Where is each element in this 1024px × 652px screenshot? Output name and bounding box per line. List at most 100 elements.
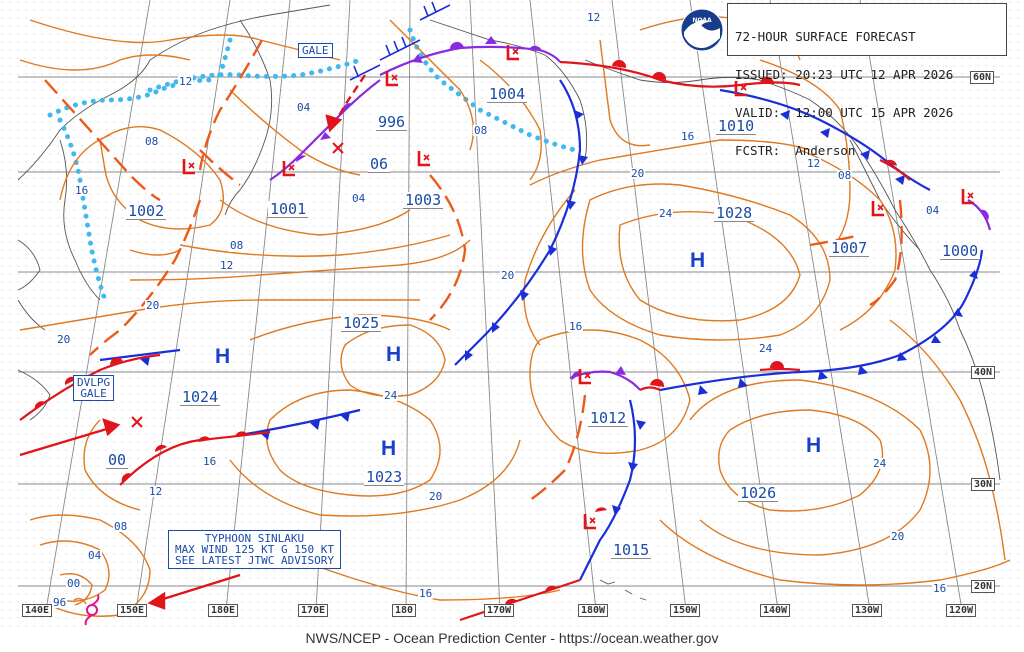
isobar-label: 16 [568,320,584,333]
header-forecaster: FCSTR: Anderson [735,142,856,158]
high-center-label: H [806,434,822,457]
high-center-label: H [215,345,231,368]
longitude-label: 140W [760,604,791,617]
isobar-label: 16 [680,130,696,143]
pressure-label: 1000 [940,242,981,260]
longitude-label: 120W [946,604,977,617]
isobars [19,15,1011,617]
gale-warning-box: GALE [298,43,333,58]
latitude-label: 30N [971,478,996,491]
storm-track-arrows [19,74,366,610]
low-center-icon [734,81,747,97]
cold-front-barbs [140,110,978,516]
longitude-label: 170E [298,604,329,617]
isobar-label: 04 [87,549,103,562]
longitude-label: 170W [484,604,515,617]
isobar-label: 12 [586,11,602,24]
isobar-label: 20 [145,299,161,312]
isobar-label: 20 [500,269,516,282]
x-markers [131,142,344,428]
isobar-label: 08 [144,135,160,148]
isobar-label: 04 [296,101,312,114]
isobar-label: 16 [932,582,948,595]
noaa-logo-text: NOAA [692,17,712,24]
longitude-label: 150W [670,604,701,617]
isobar-label: 08 [473,124,489,137]
high-center-label: H [381,437,397,460]
header-title: 72-HOUR SURFACE FORECAST [735,29,916,45]
developing-gale-box: DVLPG GALE [73,375,115,401]
isobar-label: 00 [66,577,82,590]
isobar-label: 04 [351,192,367,205]
longitude-label: 130W [852,604,883,617]
pressure-label: 1003 [403,191,444,209]
isobar-label: 12 [178,75,194,88]
high-center-label: H [690,249,706,272]
low-center-icon [417,151,430,167]
isobar-label: 16 [74,184,90,197]
low-center-icon [871,201,884,217]
longitude-label: 180 [392,604,417,617]
high-center-label: H [386,343,402,366]
header-valid: VALID: 12:00 UTC 15 APR 2026 [735,104,954,120]
isobar-label: 24 [658,207,674,220]
pressure-label: 1012 [588,409,629,427]
low-center-icon [961,189,974,205]
isobar-label: 20 [890,530,906,543]
pressure-label: 1004 [487,85,528,103]
pressure-label: 1001 [268,200,309,218]
pressure-label: 996 [376,113,408,131]
pressure-label: 1015 [611,541,652,559]
pressure-label: 1028 [714,204,755,222]
isobar-label: 08 [113,520,129,533]
longitude-label: 140E [22,604,53,617]
low-center-icon [578,369,591,385]
forecast-header: 72-HOUR SURFACE FORECAST ISSUED: 20:23 U… [727,3,1007,156]
low-center-icon [506,45,519,61]
typhoon-symbol-icon [84,594,100,626]
isobar-label: 12 [219,259,235,272]
isobar-label: 20 [56,333,72,346]
isobar-label: 20 [428,490,444,503]
noaa-logo-icon: NOAA [680,8,724,52]
isobar-label: 16 [202,455,218,468]
isobar-label: 20 [630,167,646,180]
wind-barbs [349,1,451,81]
latitude-label: 40N [971,366,996,379]
isobar-label: 24 [758,342,774,355]
pressure-label: 06 [368,155,391,173]
longitude-label: 150E [117,604,148,617]
latitude-label: 60N [970,71,995,84]
pressure-label: 1010 [716,117,757,135]
low-center-icon [385,71,398,87]
low-center-icon [583,514,596,530]
isobar-label: 08 [837,169,853,182]
low-center-icon [182,159,195,175]
ice-edge [47,27,578,303]
pressure-label: 1002 [126,202,167,220]
pressure-label: 00 [106,451,129,469]
isobar-label: 08 [229,239,245,252]
pressure-label: 1024 [180,388,221,406]
low-center-icon [282,161,295,177]
header-issued: ISSUED: 20:23 UTC 12 APR 2026 [735,66,954,82]
isobar-label: 04 [925,204,941,217]
isobar-label: 16 [418,587,434,600]
longitude-label: 180W [578,604,609,617]
longitude-label: 180E [208,604,239,617]
isobar-label: 24 [872,457,888,470]
latitude-label: 20N [971,580,996,593]
isobar-label: 12 [148,485,164,498]
coastlines [17,4,1001,601]
pressure-label: 1007 [829,239,870,257]
isobar-label: 24 [383,389,399,402]
typhoon-advisory-box: TYPHOON SINLAKU MAX WIND 125 KT G 150 KT… [168,530,341,569]
pressure-label: 1026 [738,484,779,502]
footer-credit: NWS/NCEP - Ocean Prediction Center - htt… [0,627,1024,652]
pressure-label: 1023 [364,468,405,486]
troughs [44,39,903,501]
pressure-label: 1025 [341,314,382,332]
isobar-label: 96 [52,596,68,609]
isobar-label: 12 [806,157,822,170]
